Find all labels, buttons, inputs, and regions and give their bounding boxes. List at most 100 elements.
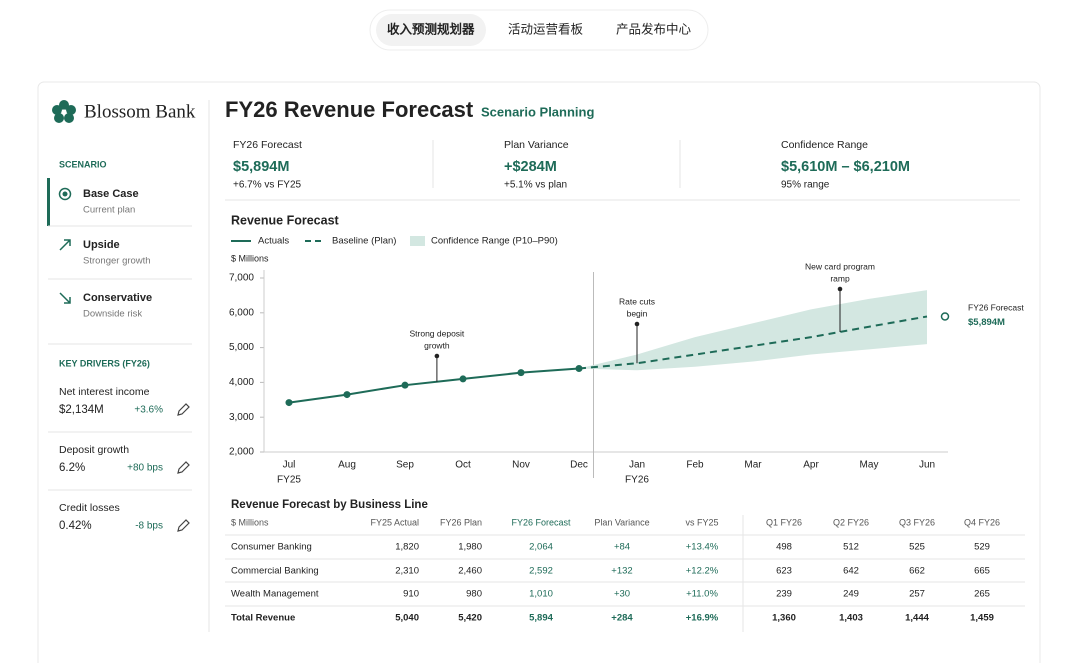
driver-label: Deposit growth [59, 444, 129, 456]
table-cell: Commercial Banking [231, 566, 319, 577]
driver-label: Credit losses [59, 502, 120, 514]
end-value-label: $5,894M [968, 317, 1005, 328]
edit-icon[interactable] [177, 403, 190, 416]
column-header: Plan Variance [594, 517, 649, 527]
column-header: FY26 Plan [440, 517, 482, 527]
brand-name: Blossom Bank [84, 101, 196, 122]
logo [52, 100, 76, 123]
scenario-desc: Downside risk [83, 309, 142, 320]
column-header: Q3 FY26 [899, 517, 935, 527]
x-tick-label: Dec [570, 460, 588, 471]
driver-change: +80 bps [127, 463, 163, 474]
annotation-text: Rate cuts [619, 296, 655, 306]
upside-icon [59, 239, 71, 251]
column-header: $ Millions [231, 517, 269, 527]
annotation-dot [434, 353, 440, 359]
active-tab-bg [376, 14, 486, 46]
table-cell: +16.9% [686, 613, 719, 624]
table-cell: 2,460 [458, 566, 482, 577]
table-cell: 2,310 [395, 566, 419, 577]
scenario-name[interactable]: Base Case [83, 188, 139, 200]
driver-value: 0.42% [59, 520, 92, 532]
y-tick-label: 6,000 [229, 307, 254, 318]
table-cell: 665 [974, 566, 990, 577]
scenario-name[interactable]: Conservative [83, 292, 152, 304]
y-tick-label: 2,000 [229, 447, 254, 458]
table-cell: 662 [909, 566, 925, 577]
table-title: Revenue Forecast by Business Line [231, 499, 428, 511]
data-point [459, 375, 467, 383]
table-cell: 512 [843, 542, 859, 553]
x-tick-label: Mar [744, 460, 762, 471]
annotation-text: growth [424, 340, 450, 350]
edit-icon[interactable] [177, 461, 190, 474]
table-cell: 5,040 [395, 613, 419, 624]
scenario-name[interactable]: Upside [83, 239, 120, 251]
column-header: Q2 FY26 [833, 517, 869, 527]
page-subtitle: Scenario Planning [481, 104, 594, 119]
page-title: FY26 Revenue Forecast [225, 97, 474, 122]
y-tick-label: 5,000 [229, 342, 254, 353]
x-tick-label: Jun [919, 460, 935, 471]
driver-label: Net interest income [59, 386, 150, 398]
table-cell: +284 [611, 613, 633, 624]
kpi-value: $5,610M – $6,210M [781, 159, 910, 175]
table-cell: 529 [974, 542, 990, 553]
column-header: FY26 Forecast [511, 517, 571, 527]
nav-tab[interactable]: 活动运营看板 [508, 22, 584, 36]
table-cell: +12.2% [686, 566, 719, 577]
driver-change: +3.6% [134, 405, 163, 416]
table-cell: 5,420 [458, 613, 482, 624]
series-line [578, 315, 928, 370]
table-cell: 1,444 [905, 613, 929, 624]
driver-change: -8 bps [135, 521, 163, 532]
table-cell: +13.4% [686, 542, 719, 553]
table-cell: 2,592 [529, 566, 553, 577]
kpi-note: +5.1% vs plan [504, 180, 567, 191]
table-cell: 239 [776, 589, 792, 600]
downside-icon [59, 292, 71, 304]
table-cell: 1,360 [772, 613, 796, 624]
column-header: Q4 FY26 [964, 517, 1000, 527]
legend-label: Baseline (Plan) [332, 236, 396, 247]
kpi-note: 95% range [781, 180, 830, 191]
kpi-value: $5,894M [233, 159, 289, 175]
table-cell: 1,459 [970, 613, 994, 624]
scenario-desc: Current plan [83, 205, 135, 216]
annotation-text: Strong deposit [409, 328, 464, 338]
scenario-desc: Stronger growth [83, 256, 151, 267]
table-cell: +84 [614, 542, 630, 553]
edit-icon[interactable] [177, 519, 190, 532]
x-tick-label: Oct [455, 460, 471, 471]
kpi-value: +$284M [504, 159, 557, 175]
x-group-label: FY26 [625, 475, 649, 486]
driver-value: $2,134M [59, 404, 104, 416]
x-group-label: FY25 [277, 475, 301, 486]
x-tick-label: Sep [396, 460, 414, 471]
radio-icon [58, 187, 72, 201]
y-axis-title: $ Millions [231, 253, 269, 263]
table-cell: 1,980 [458, 542, 482, 553]
section-heading: KEY DRIVERS (FY26) [59, 358, 150, 368]
table-cell: 265 [974, 589, 990, 600]
table-cell: 498 [776, 542, 792, 553]
table-cell: 1,820 [395, 542, 419, 553]
x-tick-label: Apr [803, 460, 819, 471]
table-cell: +11.0% [686, 589, 718, 600]
table-cell: 1,010 [529, 589, 553, 600]
column-header: FY25 Actual [370, 517, 419, 527]
nav-tab[interactable]: 收入预测规划器 [387, 21, 475, 36]
section-heading: SCENARIO [59, 159, 107, 169]
table-cell: 249 [843, 589, 859, 600]
end-label: FY26 Forecast [968, 303, 1024, 313]
table-cell: +132 [611, 566, 632, 577]
x-tick-label: May [860, 460, 879, 471]
legend-swatch [410, 236, 425, 246]
kpi-label: Plan Variance [504, 139, 569, 151]
column-header: vs FY25 [685, 517, 718, 527]
table-cell: 642 [843, 566, 859, 577]
nav-tab[interactable]: 产品发布中心 [616, 21, 692, 36]
chart-title: Revenue Forecast [231, 213, 340, 227]
